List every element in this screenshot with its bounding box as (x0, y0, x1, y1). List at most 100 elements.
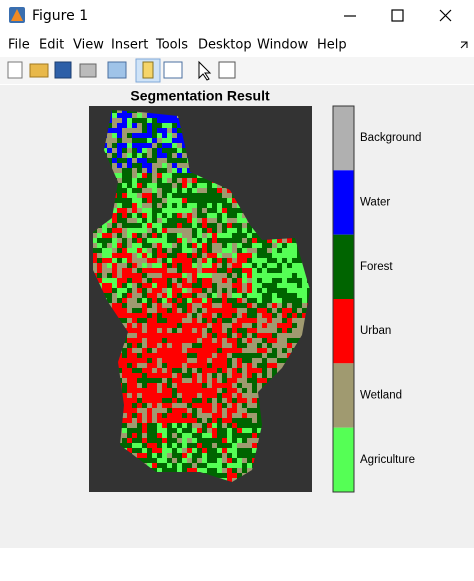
dock-arrow[interactable] (460, 41, 468, 49)
map-pixel (282, 313, 287, 318)
map-pixel (207, 338, 212, 343)
map-pixel (257, 263, 262, 268)
map-pixel (157, 293, 162, 298)
map-pixel (262, 288, 267, 293)
legend-icon[interactable] (163, 61, 183, 79)
map-pixel (127, 383, 132, 388)
map-pixel (152, 323, 157, 328)
map-pixel (187, 183, 192, 188)
map-pixel (307, 293, 310, 298)
map-pixel (197, 278, 202, 283)
pointer-icon[interactable] (198, 60, 212, 81)
menu-item[interactable]: Edit (39, 38, 64, 53)
colorbar-icon[interactable] (142, 61, 154, 79)
map-pixel (247, 278, 252, 283)
map-pixel (302, 283, 307, 288)
menu-item[interactable]: Desktop (198, 38, 252, 53)
map-pixel (262, 338, 267, 343)
map-pixel (267, 263, 272, 268)
map-pixel (132, 288, 137, 293)
map-pixel (277, 303, 282, 308)
map-pixel (192, 373, 197, 378)
map-pixel (202, 223, 207, 228)
map-pixel (137, 298, 142, 303)
menu-item[interactable]: View (73, 38, 104, 53)
map-pixel (187, 363, 192, 368)
map-pixel (97, 258, 102, 263)
map-pixel (177, 123, 182, 128)
map-pixel (227, 213, 232, 218)
map-pixel (132, 183, 137, 188)
print-icon[interactable] (79, 63, 97, 78)
map-pixel (177, 233, 182, 238)
map-pixel (147, 133, 152, 138)
map-pixel (112, 143, 117, 148)
map-pixel (182, 233, 187, 238)
map-pixel (212, 303, 217, 308)
close-button[interactable] (439, 9, 452, 22)
map-pixel (137, 328, 142, 333)
map-pixel (212, 308, 217, 313)
map-pixel (112, 153, 117, 158)
map-pixel (292, 323, 297, 328)
map-pixel (202, 333, 207, 338)
map-pixel (242, 448, 247, 453)
map-pixel (247, 228, 252, 233)
map-pixel (157, 268, 162, 273)
map-pixel (297, 258, 302, 263)
map-pixel (157, 388, 162, 393)
map-pixel (152, 278, 157, 283)
open-icon[interactable] (29, 63, 49, 78)
map-pixel (262, 328, 267, 333)
map-pixel (167, 208, 172, 213)
map-pixel (232, 263, 237, 268)
property-icon[interactable] (218, 61, 236, 79)
map-pixel (142, 278, 147, 283)
map-pixel (132, 413, 137, 418)
map-pixel (192, 393, 197, 398)
menu-item[interactable]: Tools (155, 38, 188, 53)
map-pixel (217, 438, 222, 443)
map-pixel (242, 288, 247, 293)
map-pixel (237, 343, 242, 348)
map-pixel (202, 243, 207, 248)
map-pixel (197, 198, 202, 203)
map-pixel (152, 208, 157, 213)
map-pixel (182, 183, 187, 188)
menu-item[interactable]: Help (317, 38, 347, 53)
save-icon[interactable] (54, 61, 72, 79)
map-pixel (157, 398, 162, 403)
map-pixel (237, 418, 242, 423)
map-pixel (287, 298, 292, 303)
map-pixel (147, 303, 152, 308)
map-pixel (207, 303, 212, 308)
menu-item[interactable]: Window (257, 38, 309, 53)
map-pixel (147, 283, 152, 288)
new-icon[interactable] (7, 61, 23, 79)
map-pixel (162, 423, 167, 428)
map-pixel (147, 423, 152, 428)
link-icon[interactable] (107, 61, 127, 79)
maximize-button[interactable] (391, 9, 404, 22)
map-pixel (227, 478, 232, 482)
map-pixel (182, 463, 187, 468)
map-pixel (287, 318, 292, 323)
map-pixel (182, 393, 187, 398)
map-pixel (127, 438, 132, 443)
map-pixel (242, 388, 247, 393)
map-pixel (137, 198, 142, 203)
map-pixel (157, 168, 162, 173)
map-pixel (182, 173, 187, 178)
map-pixel (152, 463, 157, 468)
menu-item[interactable]: File (8, 38, 30, 53)
map-pixel (177, 328, 182, 333)
map-pixel (252, 243, 257, 248)
map-pixel (197, 263, 202, 268)
map-pixel (112, 213, 117, 218)
map-pixel (147, 168, 152, 173)
menu-bar: File Edit View Insert Tools Desktop Window Help (8, 38, 347, 53)
map-pixel (187, 253, 192, 258)
map-pixel (277, 293, 282, 298)
map-pixel (127, 203, 132, 208)
menu-item[interactable]: Insert (111, 38, 148, 53)
